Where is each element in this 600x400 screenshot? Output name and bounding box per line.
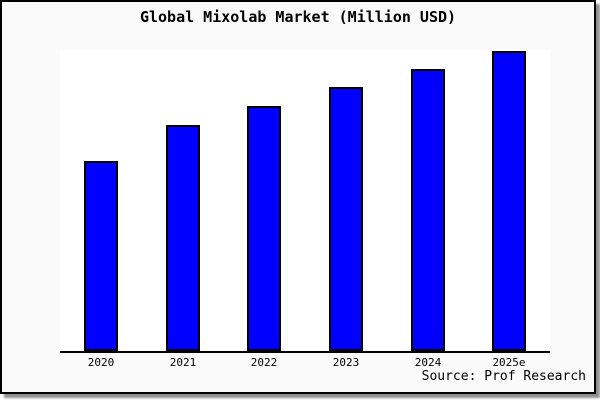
bar-2023 <box>329 87 363 351</box>
bar-2024 <box>411 69 445 351</box>
source-note: Source: Prof Research <box>421 369 586 384</box>
x-tick-label-2023: 2023 <box>332 356 360 369</box>
x-tick-label-2020: 2020 <box>87 356 115 369</box>
bar-2022 <box>247 106 281 351</box>
x-tick-label-2024: 2024 <box>414 356 442 369</box>
bar-2021 <box>166 125 200 351</box>
chart-frame: Global Mixolab Market (Million USD) 2020… <box>0 0 596 394</box>
plot-area <box>60 50 550 351</box>
chart-title: Global Mixolab Market (Million USD) <box>139 8 457 26</box>
x-tick-label-2022: 2022 <box>250 356 278 369</box>
bar-2025e <box>492 51 526 351</box>
x-axis-line <box>60 351 550 353</box>
x-tick-label-2021: 2021 <box>169 356 197 369</box>
x-tick-label-2025e: 2025e <box>492 356 526 369</box>
bar-2020 <box>84 161 118 351</box>
